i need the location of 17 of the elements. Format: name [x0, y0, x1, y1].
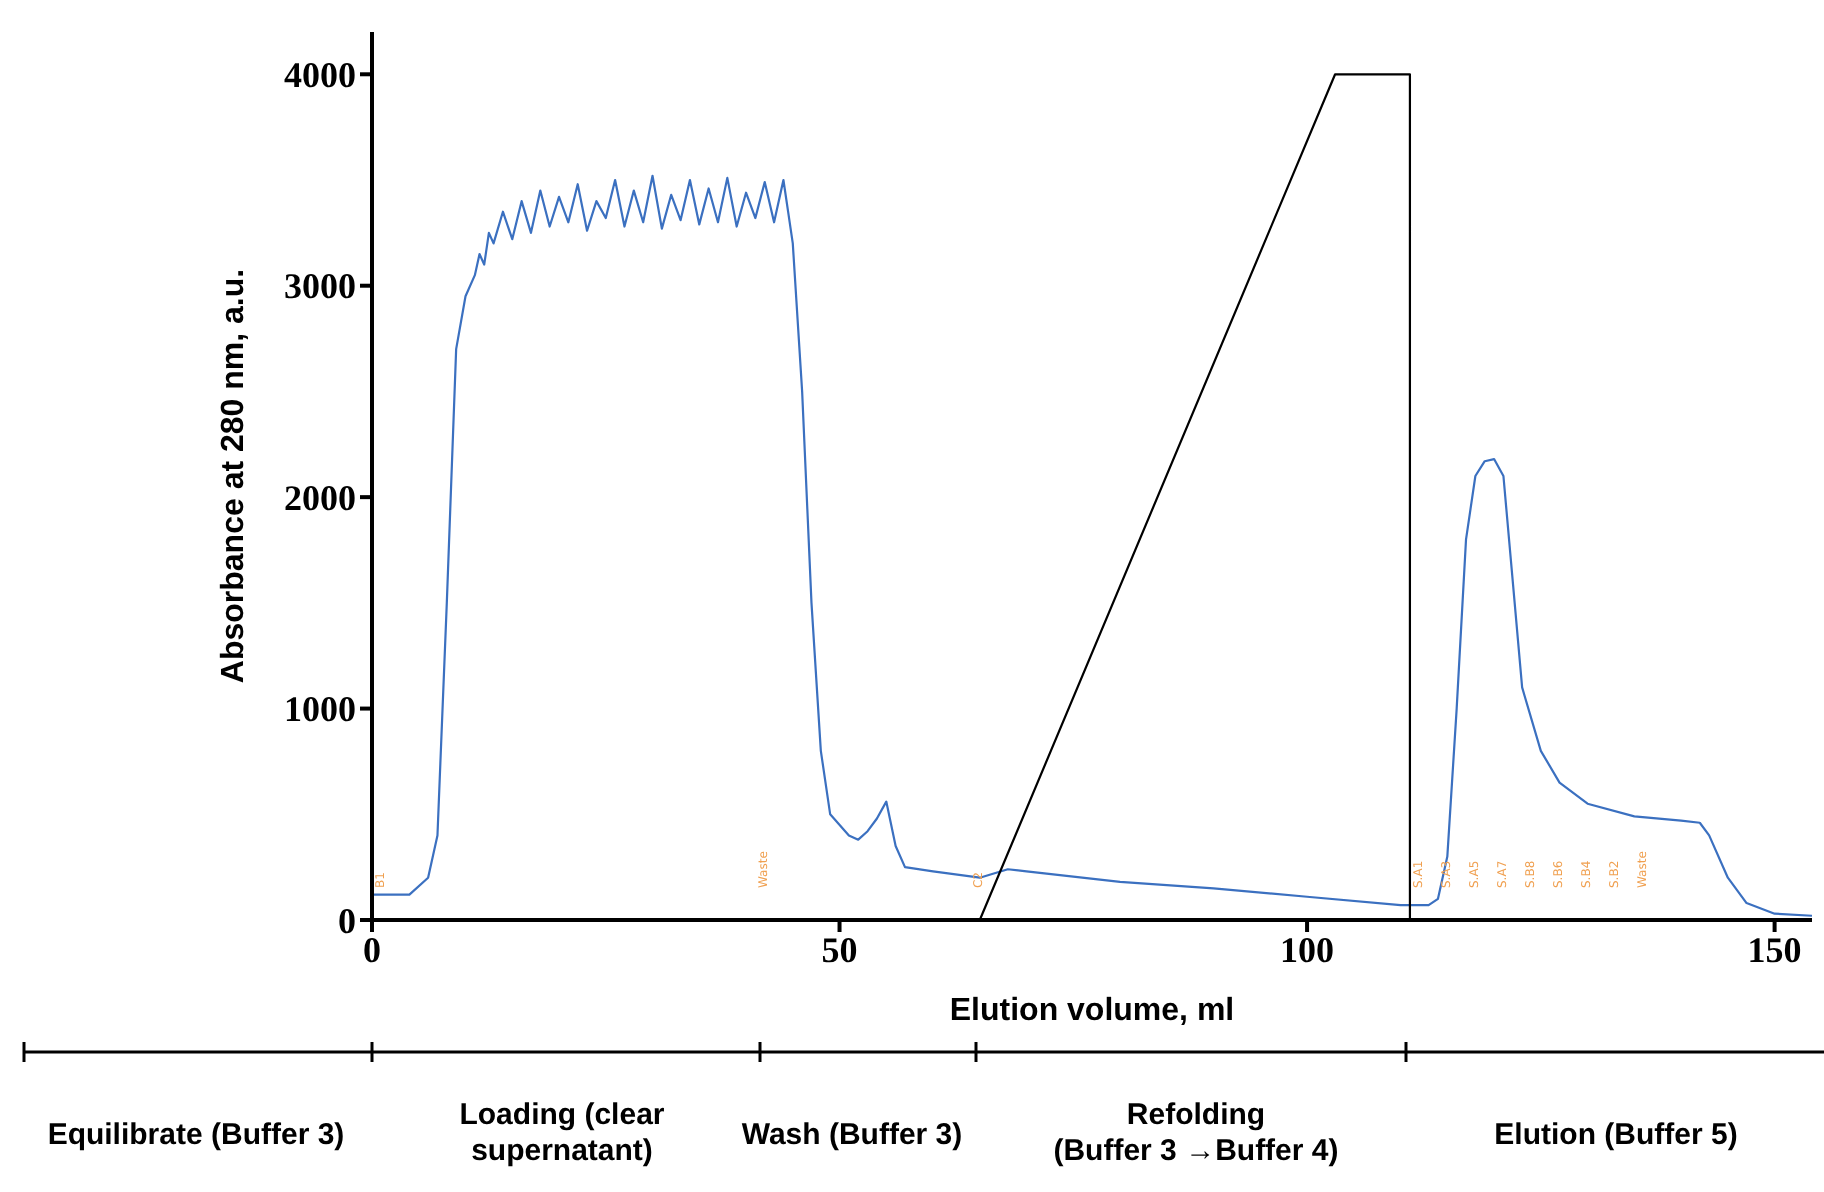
text: Wash (Buffer 3) — [741, 1118, 963, 1152]
x-axis-title: Elution volume, ml — [949, 994, 1235, 1028]
x-tick-label: 0 — [363, 929, 381, 970]
y-axis-title: Absorbance at 280 nm, a.u. — [217, 268, 252, 684]
text: Equilibrate (Buffer 3) — [47, 1118, 345, 1152]
x-tick-label: 150 — [1747, 929, 1802, 970]
y-tick-label: 1000 — [284, 689, 356, 730]
text: Elution (Buffer 5) — [1494, 1118, 1738, 1152]
y-tick-label: 3000 — [284, 266, 356, 307]
text: Refolding (Buffer 3 →Buffer 4) — [1053, 1098, 1339, 1168]
y-tick-label: 0 — [338, 900, 356, 941]
y-tick-label: 2000 — [284, 477, 356, 518]
line-series — [372, 174, 1812, 917]
x-tick-label: 100 — [1280, 929, 1335, 970]
y-tick-label: 4000 — [284, 55, 356, 96]
text: Loading (clear supernatant) — [459, 1098, 665, 1168]
x-tick-label: 50 — [821, 929, 858, 970]
